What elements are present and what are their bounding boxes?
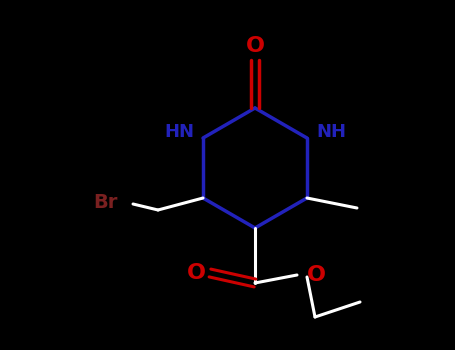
Text: NH: NH bbox=[316, 123, 346, 141]
Text: Br: Br bbox=[94, 193, 118, 211]
Text: O: O bbox=[246, 36, 264, 56]
Text: HN: HN bbox=[164, 123, 194, 141]
Text: O: O bbox=[307, 265, 326, 285]
Text: O: O bbox=[187, 263, 206, 283]
